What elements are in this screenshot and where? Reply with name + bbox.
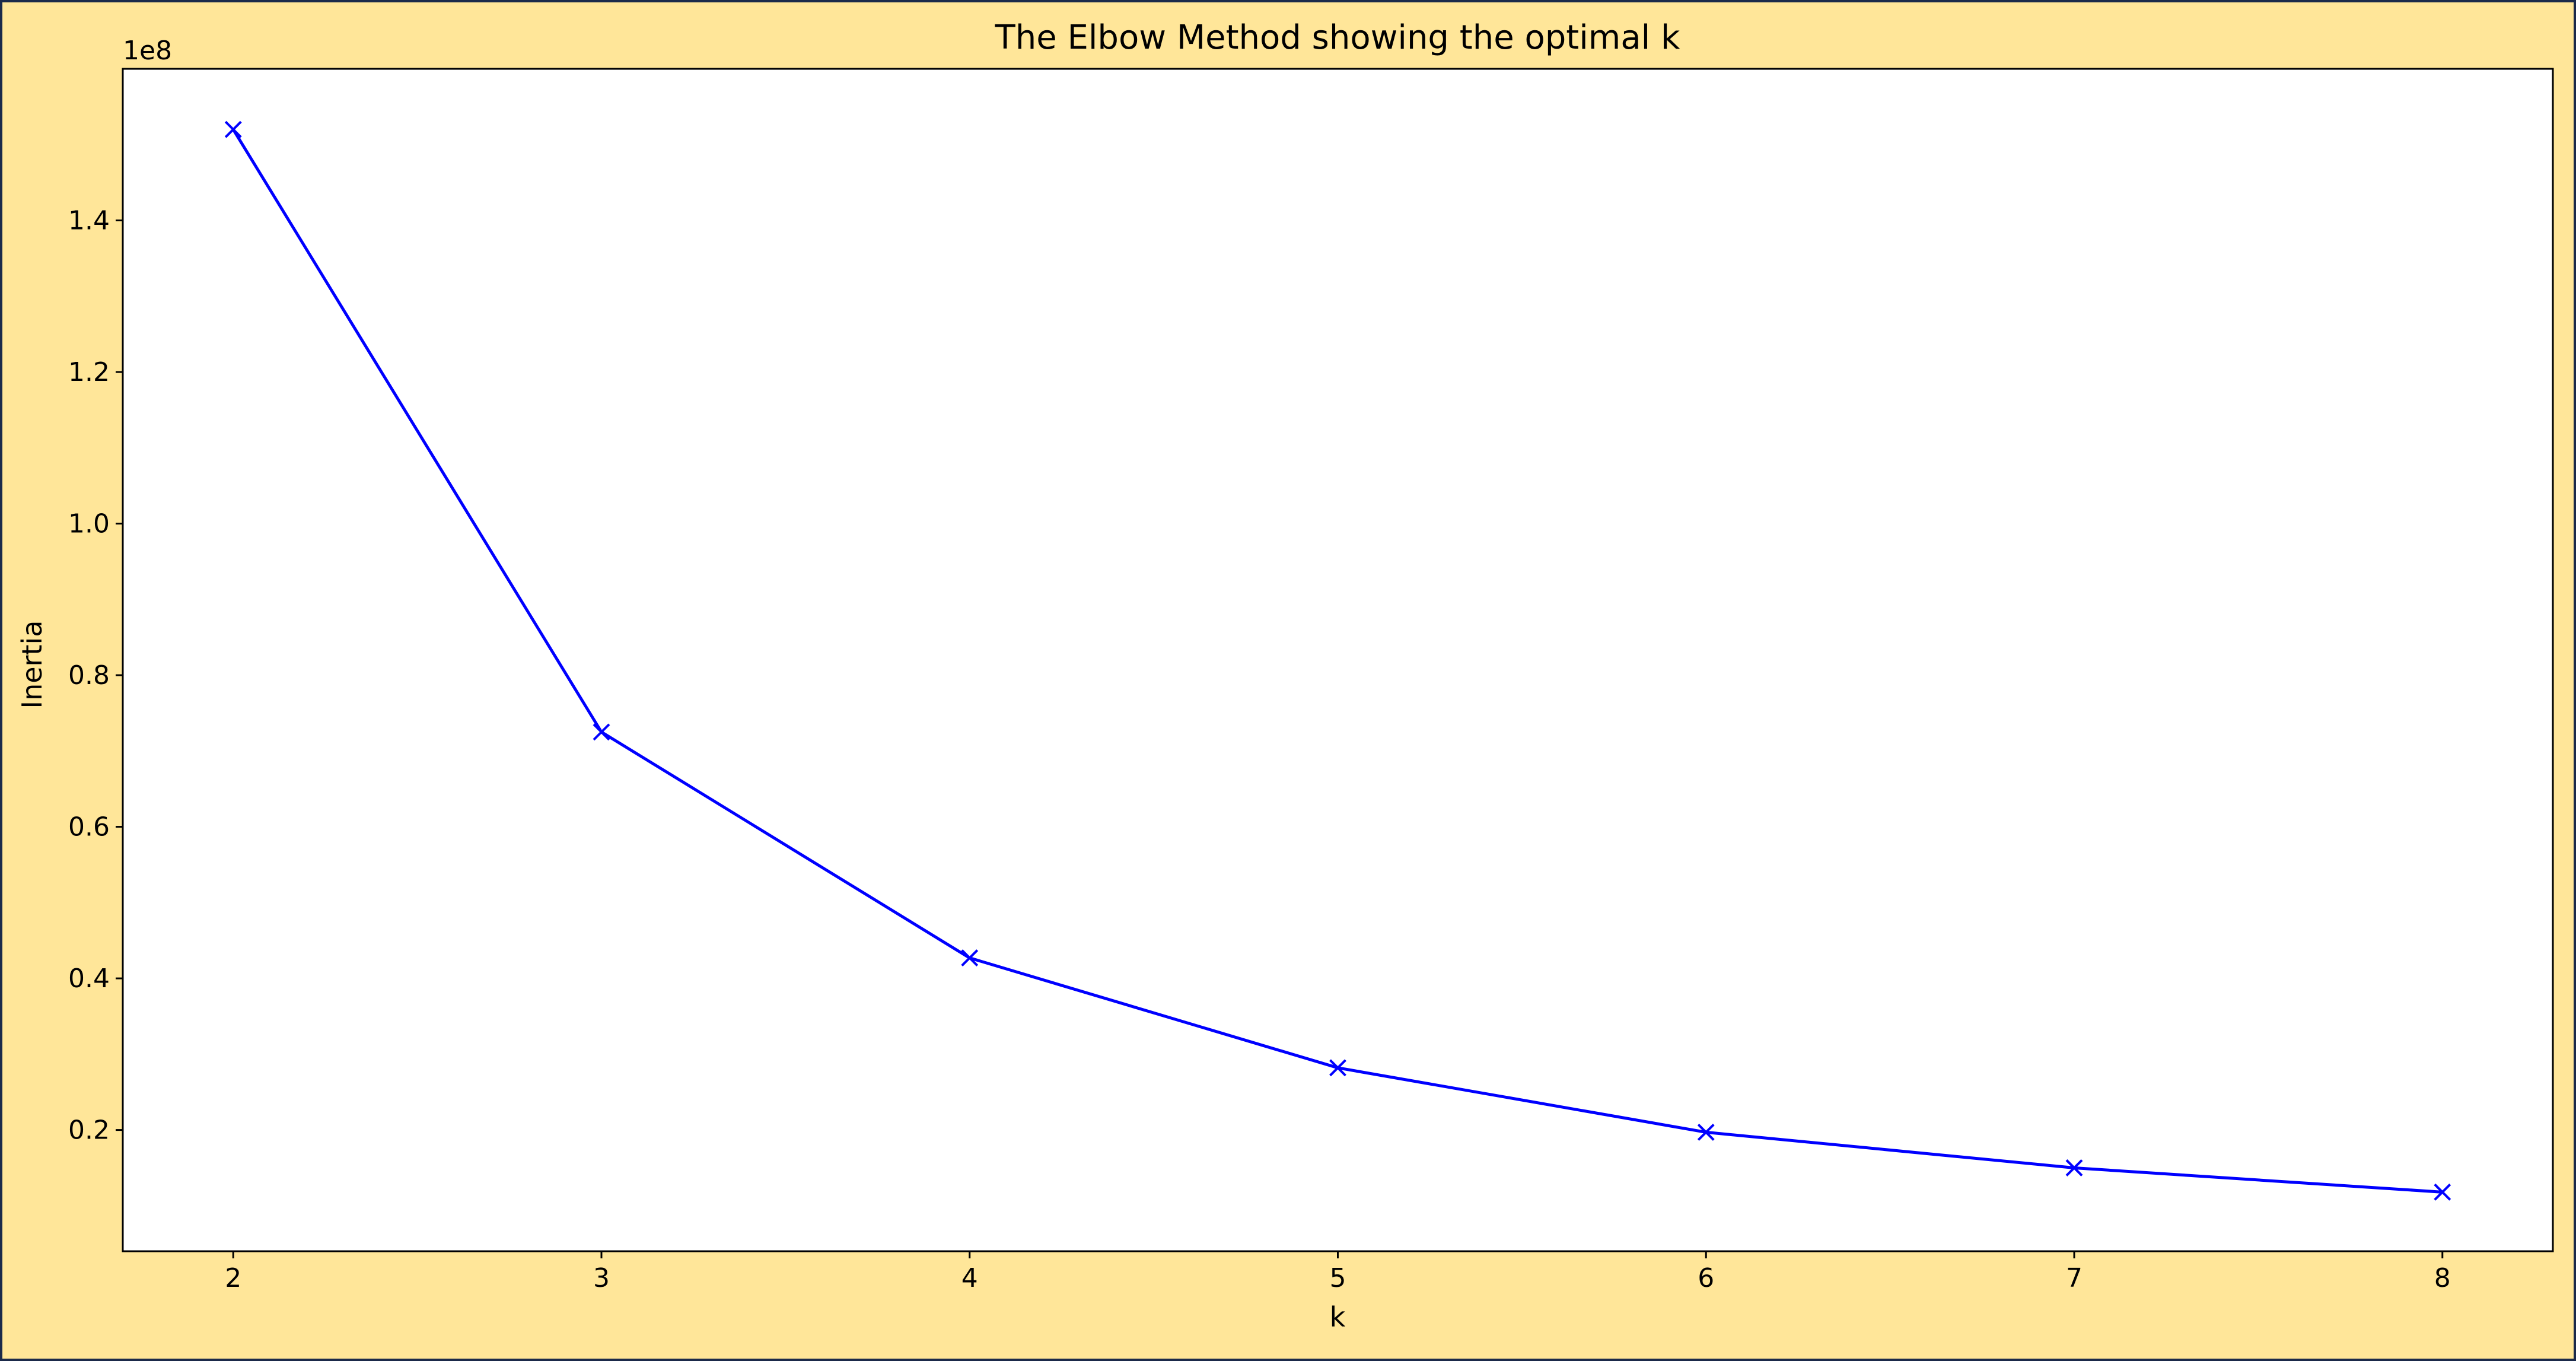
y-tick-label: 1.0 (68, 509, 110, 539)
plot-area (123, 69, 2553, 1251)
y-tick-label: 0.2 (68, 1115, 110, 1146)
y-tick-label: 0.8 (68, 660, 110, 691)
x-axis-ticks: 2 3 4 5 6 7 8 (225, 1251, 2451, 1293)
y-tick-label: 1.4 (68, 206, 110, 236)
y-tick-label: 0.4 (68, 963, 110, 994)
x-tick-label: 8 (2434, 1263, 2451, 1293)
x-tick-label: 4 (961, 1263, 978, 1293)
chart-title: The Elbow Method showing the optimal k (995, 18, 1681, 57)
y-offset-label: 1e8 (123, 36, 172, 66)
y-tick-label: 0.6 (68, 812, 110, 842)
x-tick-label: 5 (1330, 1263, 1346, 1293)
x-tick-label: 7 (2066, 1263, 2083, 1293)
x-tick-label: 3 (593, 1263, 610, 1293)
x-tick-label: 2 (225, 1263, 241, 1293)
x-axis-label: k (1330, 1301, 1346, 1333)
x-tick-label: 6 (1698, 1263, 1714, 1293)
y-axis-ticks: 0.2 0.4 0.6 0.8 1.0 1.2 1.4 (68, 206, 123, 1146)
y-axis-label: Inertia (16, 621, 48, 709)
y-tick-label: 1.2 (68, 357, 110, 387)
